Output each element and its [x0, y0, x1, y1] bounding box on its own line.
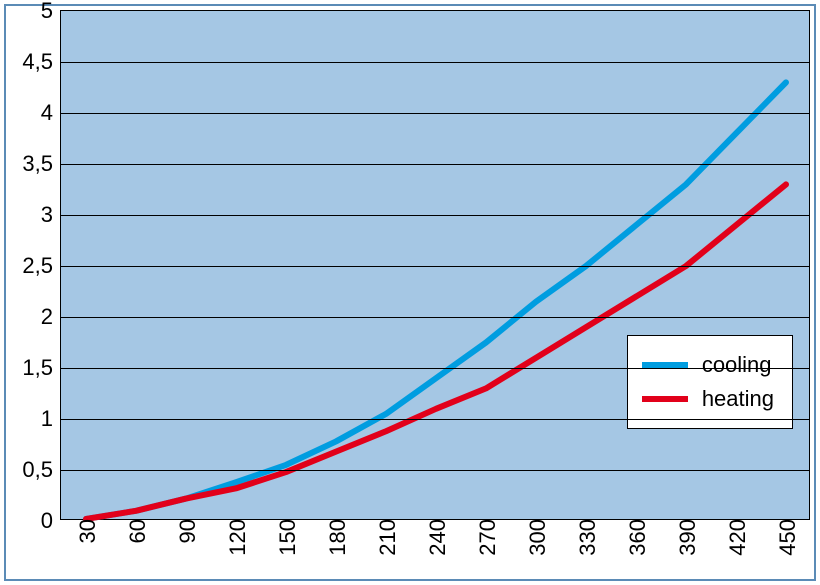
- gridline: [61, 368, 809, 369]
- gridline: [61, 215, 809, 216]
- gridline: [61, 317, 809, 318]
- legend-item: cooling: [642, 348, 774, 382]
- x-tick-label: 450: [771, 519, 801, 556]
- x-tick-label: 210: [371, 519, 401, 556]
- x-tick-label: 330: [571, 519, 601, 556]
- x-tick-label: 390: [671, 519, 701, 556]
- x-tick-label: 270: [471, 519, 501, 556]
- gridline: [61, 470, 809, 471]
- gridline: [61, 419, 809, 420]
- y-tick-label: 2: [41, 304, 61, 330]
- legend-label: heating: [702, 386, 774, 412]
- y-tick-label: 2,5: [22, 253, 61, 279]
- x-tick-label: 240: [421, 519, 451, 556]
- legend-label: cooling: [702, 352, 772, 378]
- line-chart: cooling heating 0 0,5 1 1,5 2 2,5 3 3,5 4 4,5 5 30 60…: [0, 0, 820, 585]
- x-tick-label: 150: [271, 519, 301, 556]
- x-tick-label: 120: [221, 519, 251, 556]
- y-tick-label: 3,5: [22, 151, 61, 177]
- legend-swatch: [642, 396, 688, 402]
- legend: cooling heating: [627, 335, 793, 429]
- gridline: [61, 113, 809, 114]
- gridline: [61, 266, 809, 267]
- gridline: [61, 62, 809, 63]
- y-tick-label: 1: [41, 406, 61, 432]
- gridline: [61, 164, 809, 165]
- x-tick-label: 30: [71, 519, 101, 543]
- series-line-cooling: [86, 82, 786, 519]
- x-tick-label: 60: [121, 519, 151, 543]
- x-tick-label: 360: [621, 519, 651, 556]
- legend-item: heating: [642, 382, 774, 416]
- y-tick-label: 3: [41, 202, 61, 228]
- y-tick-label: 1,5: [22, 355, 61, 381]
- y-tick-label: 0,5: [22, 457, 61, 483]
- plot-area: coolingheating 00,511,522,533,544,553060…: [60, 10, 810, 520]
- y-tick-label: 0: [41, 508, 61, 534]
- x-tick-label: 180: [321, 519, 351, 556]
- y-tick-label: 5: [41, 0, 61, 24]
- y-tick-label: 4: [41, 100, 61, 126]
- x-tick-label: 420: [721, 519, 751, 556]
- x-tick-label: 300: [521, 519, 551, 556]
- y-tick-label: 4,5: [22, 49, 61, 75]
- x-tick-label: 90: [171, 519, 201, 543]
